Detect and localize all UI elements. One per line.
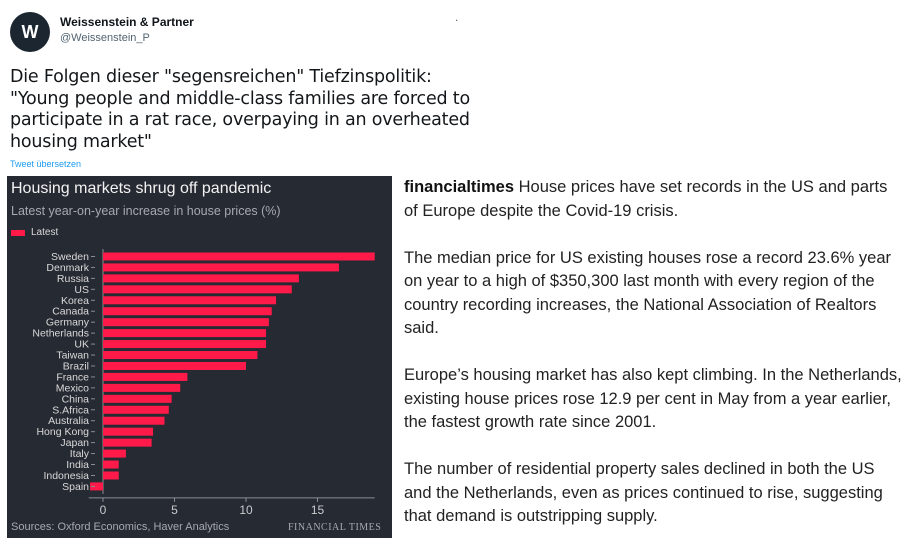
category-label: France: [56, 371, 89, 383]
category-label: Sweden: [51, 251, 89, 263]
caption-paragraph: Europe’s housing market has also kept cl…: [404, 366, 902, 431]
caption-source[interactable]: financialtimes: [404, 178, 515, 196]
x-tick-label: 5: [171, 503, 178, 517]
bar-france: [103, 372, 188, 381]
category-label: Denmark: [46, 262, 89, 274]
display-name[interactable]: Weissenstein & Partner: [60, 15, 194, 29]
x-tick-label: 15: [311, 503, 325, 517]
separator-dot: .: [455, 10, 459, 24]
chart-title: Housing markets shrug off pandemic: [11, 180, 272, 197]
category-label: S.Africa: [52, 404, 89, 416]
tweet-text-line: participate in a rat race, overpaying in…: [10, 110, 470, 130]
post-caption: financialtimes House prices have set rec…: [404, 176, 904, 551]
tweet-text: Die Folgen dieser "segensreichen" Tiefzi…: [10, 67, 470, 153]
bar-india: [103, 460, 119, 469]
caption-paragraph: The number of residential property sales…: [404, 460, 883, 525]
category-label: Germany: [46, 317, 90, 329]
category-label: Spain: [62, 481, 89, 493]
bar-italy: [103, 449, 126, 458]
chart-source: Sources: Oxford Economics, Haver Analyti…: [11, 521, 230, 533]
chart-subtitle: Latest year-on-year increase in house pr…: [11, 204, 281, 218]
bar-taiwan: [103, 351, 258, 360]
bar-hong-kong: [103, 427, 154, 436]
bar-australia: [103, 416, 165, 425]
x-tick-label: 0: [100, 503, 107, 517]
avatar[interactable]: W: [10, 12, 50, 52]
translate-tweet-link[interactable]: Tweet übersetzen: [10, 159, 82, 169]
category-label: Hong Kong: [36, 426, 89, 438]
category-label: Italy: [70, 448, 90, 460]
bar-canada: [103, 307, 272, 316]
bar-germany: [103, 318, 269, 327]
x-tick-label: 10: [239, 503, 253, 517]
caption-lead-text: House prices have set records in the US …: [404, 178, 888, 220]
bar-us: [103, 285, 292, 294]
user-handle[interactable]: @Weissenstein_P: [60, 32, 150, 44]
bar-brazil: [103, 361, 246, 370]
category-label: Russia: [57, 273, 89, 285]
bar-s-africa: [103, 405, 169, 414]
category-label: Australia: [48, 415, 89, 427]
category-label: Brazil: [63, 360, 89, 372]
tweet-text-line: Die Folgen dieser "segensreichen" Tiefzi…: [10, 67, 432, 87]
bar-china: [103, 394, 172, 403]
bar-denmark: [103, 263, 339, 272]
chart-legend: Latest: [11, 227, 58, 238]
avatar-letter: W: [21, 21, 39, 42]
bar-uk: [103, 340, 267, 349]
bar-netherlands: [103, 329, 267, 338]
bar-mexico: [103, 383, 181, 392]
category-label: US: [74, 284, 89, 296]
category-label: Netherlands: [32, 328, 89, 340]
tweet-text-line: "Young people and middle-class families …: [10, 88, 470, 109]
category-label: Indonesia: [43, 470, 89, 482]
category-label: India: [66, 459, 89, 471]
category-label: Japan: [60, 437, 89, 449]
bar-russia: [103, 274, 299, 283]
legend-swatch: [11, 229, 25, 236]
bar-spain: [90, 482, 103, 491]
tweet-text-line: housing market": [10, 131, 152, 152]
caption-lead: financialtimes House prices have set rec…: [404, 176, 904, 223]
bar-chart: SwedenDenmarkRussiaUSKoreaCanadaGermanyN…: [32, 249, 375, 517]
caption-paragraph: The median price for US existing houses …: [404, 248, 891, 338]
category-label: Mexico: [56, 382, 89, 394]
bar-japan: [103, 438, 152, 447]
bar-korea: [103, 296, 277, 305]
category-label: China: [62, 393, 90, 405]
category-label: Canada: [52, 306, 89, 318]
bar-indonesia: [103, 471, 119, 480]
chart-image[interactable]: Housing markets shrug off pandemic Lates…: [7, 176, 392, 538]
category-label: Korea: [61, 295, 89, 307]
chart-brand: FINANCIAL TIMES: [288, 522, 382, 533]
category-label: Taiwan: [56, 350, 89, 362]
category-label: UK: [74, 339, 89, 351]
bar-sweden: [103, 252, 375, 261]
legend-label: Latest: [31, 227, 59, 238]
